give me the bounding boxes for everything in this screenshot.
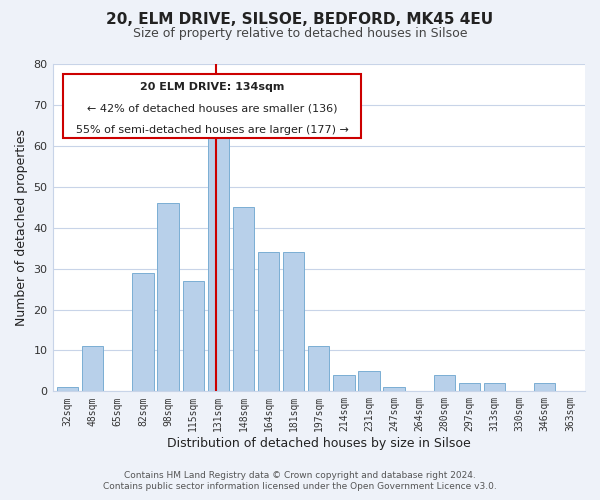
FancyBboxPatch shape [63, 74, 361, 138]
Bar [208, 134, 229, 392]
Bar [459, 383, 480, 392]
Text: 20, ELM DRIVE, SILSOE, BEDFORD, MK45 4EU: 20, ELM DRIVE, SILSOE, BEDFORD, MK45 4EU [106, 12, 494, 28]
Text: 55% of semi-detached houses are larger (177) →: 55% of semi-detached houses are larger (… [76, 124, 349, 134]
Bar [383, 387, 405, 392]
Bar [182, 281, 204, 392]
Bar [534, 383, 556, 392]
Bar [308, 346, 329, 392]
Bar [132, 272, 154, 392]
Text: Contains public sector information licensed under the Open Government Licence v3: Contains public sector information licen… [103, 482, 497, 491]
Bar [358, 371, 380, 392]
Bar [82, 346, 103, 392]
Bar [434, 375, 455, 392]
Bar [233, 207, 254, 392]
Text: 20 ELM DRIVE: 134sqm: 20 ELM DRIVE: 134sqm [140, 82, 284, 92]
Y-axis label: Number of detached properties: Number of detached properties [15, 129, 28, 326]
Bar [333, 375, 355, 392]
Bar [157, 203, 179, 392]
Bar [57, 387, 78, 392]
Text: Size of property relative to detached houses in Silsoe: Size of property relative to detached ho… [133, 28, 467, 40]
Bar [283, 252, 304, 392]
Text: ← 42% of detached houses are smaller (136): ← 42% of detached houses are smaller (13… [87, 104, 338, 114]
X-axis label: Distribution of detached houses by size in Silsoe: Distribution of detached houses by size … [167, 437, 470, 450]
Text: Contains HM Land Registry data © Crown copyright and database right 2024.: Contains HM Land Registry data © Crown c… [124, 471, 476, 480]
Bar [484, 383, 505, 392]
Bar [258, 252, 279, 392]
